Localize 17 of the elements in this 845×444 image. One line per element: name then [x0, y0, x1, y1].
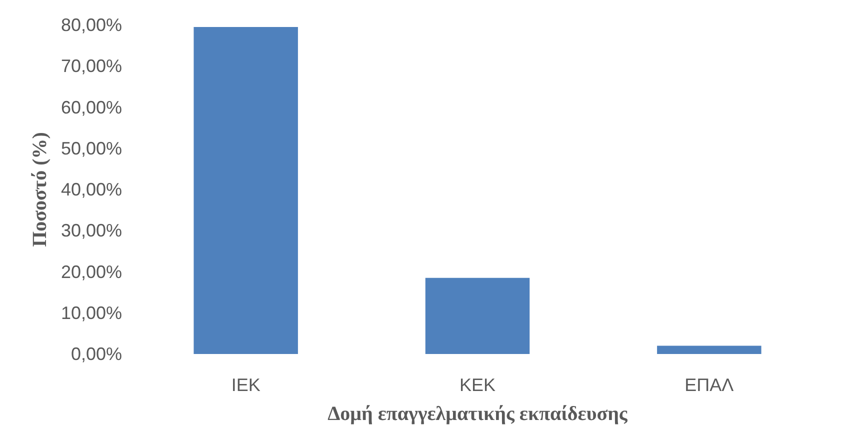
x-tick-label: ΚΕΚ	[459, 375, 496, 395]
bar	[194, 27, 298, 354]
y-tick-label: 0,00%	[70, 344, 122, 364]
x-axis-title: Δομή επαγγελματικής εκπαίδευσης	[328, 403, 628, 425]
bar	[657, 346, 762, 354]
bar	[425, 278, 530, 354]
y-tick-label: 60,00%	[60, 97, 122, 118]
y-tick-label: 80,00%	[60, 15, 122, 35]
y-tick-label: 30,00%	[60, 220, 122, 241]
y-tick-label: 50,00%	[60, 138, 122, 158]
x-tick-label: ΙΕΚ	[231, 375, 260, 395]
y-tick-label: 20,00%	[60, 262, 122, 282]
y-tick-label: 70,00%	[60, 56, 122, 76]
x-tick-label: ΕΠΑΛ	[684, 375, 734, 395]
y-axis-title: Ποσοστό (%)	[29, 132, 51, 247]
y-tick-label: 40,00%	[60, 180, 122, 200]
y-tick-label: 10,00%	[60, 302, 122, 323]
